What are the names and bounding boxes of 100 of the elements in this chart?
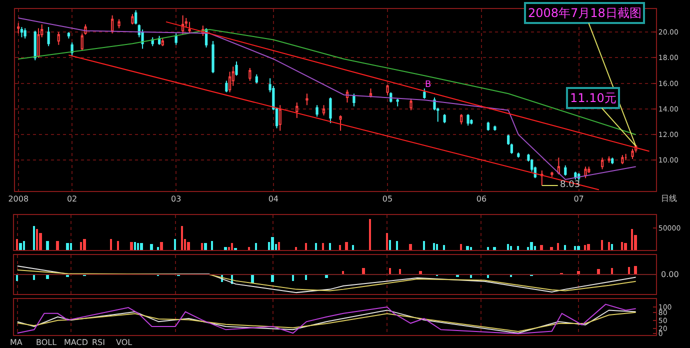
bar (80, 242, 82, 250)
bar (507, 244, 509, 250)
bar (621, 242, 623, 250)
bar (39, 233, 42, 250)
candlestick (410, 98, 412, 111)
candlestick (564, 164, 567, 176)
bar (278, 242, 280, 250)
bar (460, 244, 462, 250)
bar (329, 243, 331, 250)
x-tick-label: 03 (170, 194, 182, 204)
x-tick-label: 06 (476, 194, 487, 204)
bar (137, 243, 139, 250)
bar (56, 241, 59, 250)
x-tick-label: 05 (382, 194, 393, 204)
candlestick (34, 30, 36, 61)
candlestick (443, 114, 446, 124)
text: RSI (92, 338, 105, 347)
bar (577, 246, 580, 250)
candlestick (47, 26, 50, 47)
candlestick (624, 153, 628, 161)
bar (443, 245, 445, 250)
bar (211, 241, 213, 250)
candlestick (131, 14, 134, 25)
candlestick (322, 104, 326, 116)
bar (231, 243, 233, 250)
line-series (16, 304, 636, 334)
candlestick (574, 171, 577, 180)
bar (251, 275, 254, 283)
bar (204, 243, 207, 250)
candlestick (608, 156, 610, 164)
candlestick (621, 154, 624, 165)
bar (157, 247, 159, 250)
annotation: 8.03 (560, 180, 580, 190)
candlestick (296, 102, 298, 118)
candlestick (540, 170, 544, 186)
candlestick (181, 14, 184, 36)
candlestick (550, 171, 554, 178)
bar (345, 242, 348, 250)
bar (46, 241, 49, 250)
bar (16, 239, 18, 250)
bar (292, 275, 294, 281)
candlestick (24, 28, 26, 39)
annotation: B (425, 80, 432, 90)
bar (19, 243, 22, 250)
bar (534, 246, 536, 250)
x-tick-label: 04 (268, 194, 279, 204)
bar (530, 242, 533, 250)
candlestick (20, 26, 24, 38)
bar (140, 243, 143, 250)
bar (423, 241, 425, 250)
bar (83, 239, 86, 250)
text: BOLL (36, 338, 58, 347)
candlestick (557, 157, 560, 175)
candlestick (369, 88, 372, 98)
candlestick (235, 61, 238, 76)
candlestick (339, 114, 342, 132)
bar (224, 247, 227, 250)
bar (130, 242, 133, 250)
bar (470, 247, 472, 250)
bar (517, 246, 519, 250)
bar (587, 244, 590, 250)
bar (631, 229, 633, 250)
candlestick (494, 125, 496, 132)
bar (409, 244, 412, 250)
candlestick (118, 18, 120, 29)
bar (66, 243, 69, 250)
bar (389, 240, 391, 250)
text: 日线 (661, 194, 677, 203)
x-tick-label: 02 (66, 194, 78, 204)
bar (557, 243, 559, 250)
candlestick (611, 157, 614, 165)
text: MA (10, 338, 23, 347)
bar (601, 240, 603, 250)
bar (201, 243, 203, 250)
candlestick (588, 166, 590, 174)
bar (187, 242, 190, 250)
text: MACD (64, 338, 88, 347)
bar (305, 275, 307, 280)
bar (160, 242, 163, 250)
bar (550, 247, 553, 250)
bar (487, 247, 489, 250)
candlestick (255, 74, 258, 84)
candlestick (460, 114, 463, 125)
bar (510, 246, 512, 250)
bar (134, 242, 136, 250)
candlestick (174, 32, 178, 46)
bar (117, 241, 119, 250)
bar (295, 247, 297, 250)
candlestick (225, 80, 228, 93)
line-series (18, 29, 636, 136)
ref-line-label: 0.00 (661, 270, 679, 279)
bar (352, 245, 354, 250)
candlestick (161, 38, 164, 47)
bar (150, 244, 153, 250)
bar (16, 275, 18, 281)
bar (466, 246, 469, 250)
bar (493, 247, 496, 250)
candlestick (396, 98, 399, 107)
candlestick (37, 28, 40, 58)
bar (228, 247, 230, 250)
